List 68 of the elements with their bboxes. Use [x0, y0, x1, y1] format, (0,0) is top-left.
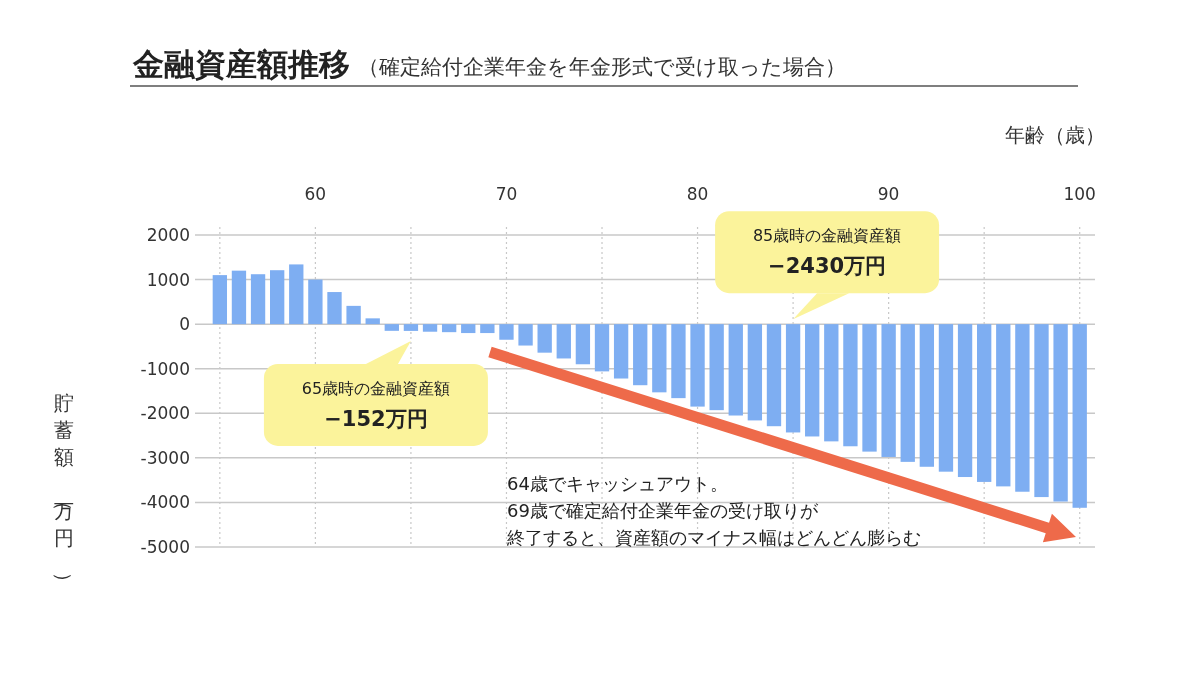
bar — [824, 324, 839, 442]
bar — [747, 324, 763, 421]
x-tick-label: 80 — [686, 184, 709, 204]
bar — [537, 324, 552, 353]
bar — [499, 324, 514, 340]
x-axis-title: 年齢（歳） — [1005, 123, 1105, 147]
bar — [709, 324, 724, 411]
bar — [461, 324, 476, 334]
annotation: 65歳時の金融資産額 −152万円 — [301, 378, 451, 431]
bar — [250, 274, 266, 325]
bar — [403, 324, 419, 331]
bar — [1034, 324, 1049, 498]
bar — [384, 324, 399, 331]
bar — [308, 279, 323, 325]
bar — [785, 324, 801, 433]
annotation: 85歳時の金融資産額 −2430万円 — [752, 226, 902, 279]
bar — [919, 324, 935, 467]
y-tick-label: 2000 — [146, 225, 190, 245]
bar — [480, 324, 495, 334]
bar — [365, 318, 380, 325]
y-tick-label: -1000 — [140, 358, 190, 379]
bar — [671, 324, 686, 399]
bar — [977, 324, 992, 482]
y-tick-label: -5000 — [140, 537, 190, 557]
x-tick-label: 60 — [304, 184, 327, 204]
bar — [270, 270, 285, 325]
bar — [728, 324, 743, 416]
bar — [556, 324, 571, 359]
bar — [690, 324, 705, 407]
x-tick-label: 90 — [877, 184, 900, 204]
bar — [805, 324, 820, 437]
bar — [996, 324, 1011, 487]
bar — [327, 292, 342, 325]
bar — [613, 324, 629, 379]
bar — [422, 324, 438, 332]
bar — [633, 324, 648, 386]
bar — [881, 324, 896, 457]
bar — [652, 324, 667, 393]
x-tick-label: 70 — [495, 184, 518, 204]
bar — [518, 324, 533, 346]
bar — [346, 305, 361, 325]
bar — [575, 324, 591, 365]
bar — [900, 324, 915, 462]
annotation: 64歳でキャッシュアウト。 — [507, 473, 728, 494]
bar — [289, 264, 304, 325]
bar — [843, 324, 858, 447]
annotation: 69歳で確定給付企業年金の受け取りが — [507, 500, 819, 521]
bar — [441, 324, 457, 333]
bar — [766, 324, 782, 427]
y-tick-label: -2000 — [140, 403, 190, 424]
bar — [231, 270, 247, 325]
bar — [938, 324, 954, 472]
chart-title: 金融資産額推移 — [132, 46, 350, 82]
y-axis-title: 貯蓄額（万円） — [52, 391, 76, 592]
bar — [1015, 324, 1030, 492]
bar — [1072, 324, 1087, 508]
y-tick-label: -3000 — [140, 447, 190, 468]
y-tick-label: 0 — [179, 314, 190, 335]
annotation: 終了すると、資産額のマイナス幅はどんどん膨らむ — [506, 527, 921, 548]
y-tick-label: 1000 — [146, 269, 190, 290]
bar — [212, 275, 228, 325]
chart-subtitle: （確定給付企業年金を年金形式で受け取った場合） — [358, 55, 846, 79]
x-tick-label: 100 — [1063, 184, 1096, 204]
bar — [594, 324, 610, 372]
bar — [1053, 324, 1068, 502]
bar — [957, 324, 973, 478]
y-tick-label: -4000 — [140, 492, 190, 513]
bar — [862, 324, 877, 452]
